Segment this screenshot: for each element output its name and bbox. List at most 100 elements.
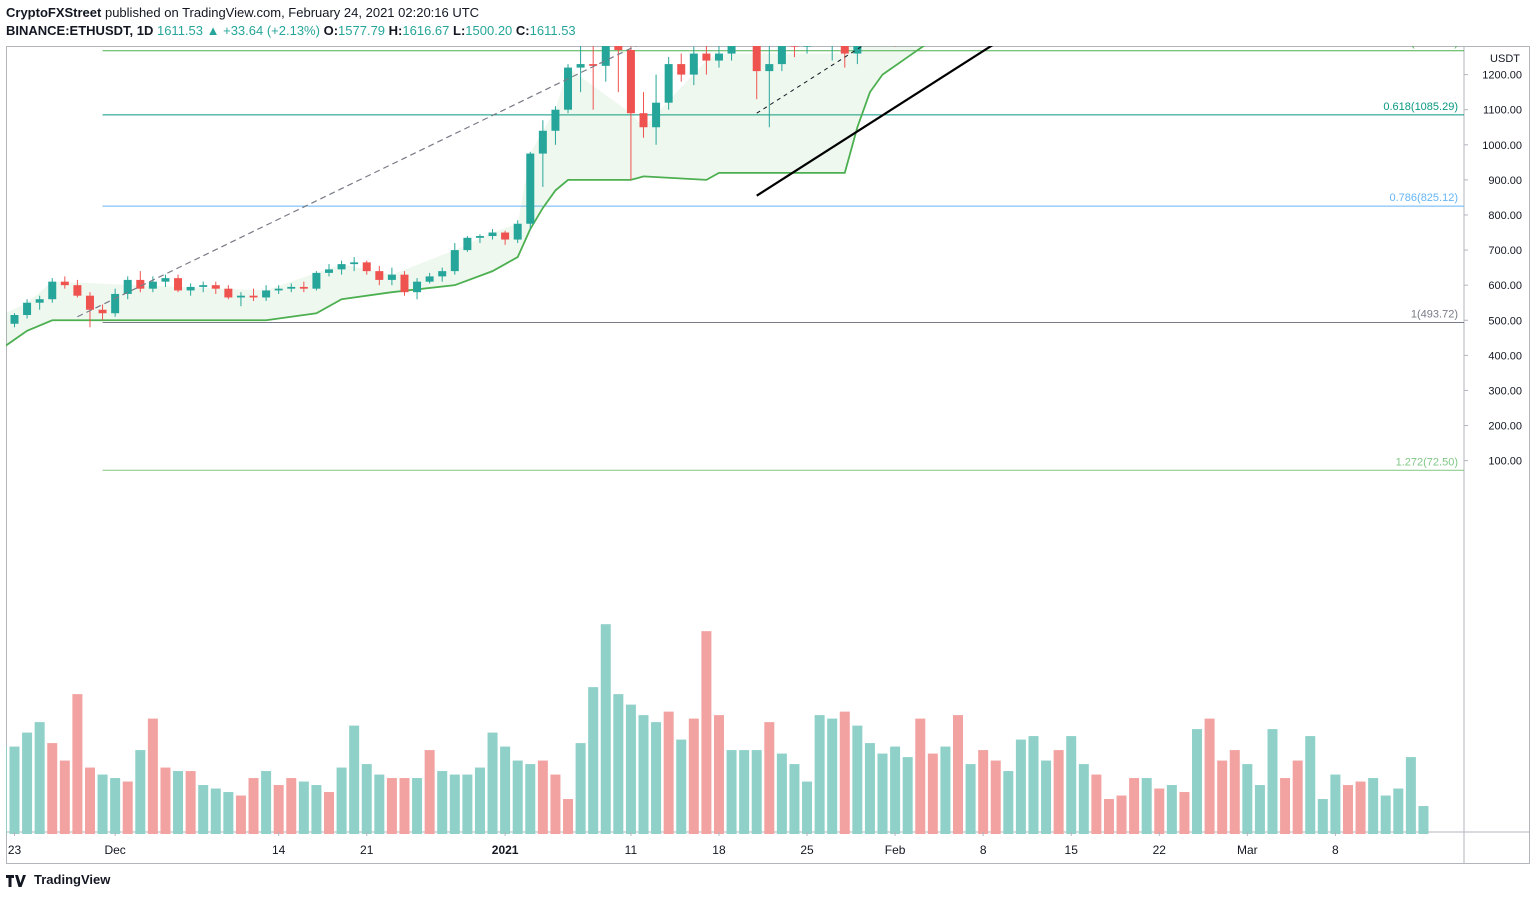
tradingview-brand[interactable]: TradingView bbox=[34, 872, 111, 887]
volume-bar bbox=[122, 781, 133, 834]
x-tick-label: Mar bbox=[1237, 843, 1258, 857]
candle-body bbox=[299, 286, 308, 289]
candle-body bbox=[10, 314, 19, 324]
volume-bar bbox=[600, 624, 611, 834]
volume-bar bbox=[374, 774, 385, 834]
volume-bar bbox=[399, 778, 410, 834]
volume-bar bbox=[273, 785, 284, 834]
candle-body bbox=[199, 285, 208, 287]
volume-bar bbox=[512, 760, 523, 834]
volume-bar bbox=[1380, 795, 1391, 834]
volume-bar bbox=[713, 715, 724, 834]
candle-body bbox=[136, 279, 145, 289]
candle-body bbox=[123, 279, 132, 294]
volume-bar bbox=[940, 746, 951, 834]
volume-bar bbox=[1078, 764, 1089, 834]
candle-body bbox=[375, 271, 384, 280]
volume-bar bbox=[210, 788, 221, 834]
volume-bar bbox=[625, 704, 636, 834]
volume-bar bbox=[701, 631, 712, 834]
x-tick-label: Feb bbox=[885, 843, 906, 857]
channel-upper-extension-dashed bbox=[77, 0, 732, 318]
published-text: published on TradingView.com, February 2… bbox=[101, 5, 480, 20]
volume-bar bbox=[386, 778, 397, 834]
candle-body bbox=[677, 64, 686, 75]
fib-level-label-1: 1(493.72) bbox=[1411, 308, 1458, 320]
volume-bar bbox=[1242, 764, 1253, 834]
volume-bar bbox=[915, 718, 926, 834]
high-value: 1616.67 bbox=[402, 23, 450, 38]
candle-body bbox=[664, 64, 673, 103]
volume-bar bbox=[361, 764, 372, 834]
candle-body bbox=[714, 53, 723, 61]
volume-bar bbox=[1154, 788, 1165, 834]
volume-bar bbox=[1405, 757, 1416, 834]
candle-body bbox=[60, 281, 69, 286]
x-tick-label: 23 bbox=[8, 843, 22, 857]
volume-bar bbox=[147, 718, 158, 834]
volume-bar bbox=[1317, 799, 1328, 834]
x-tick-label: 15 bbox=[1065, 843, 1079, 857]
volume-bar bbox=[890, 746, 901, 834]
x-tick-label: 11 bbox=[625, 843, 638, 857]
tradingview-logo-icon[interactable] bbox=[6, 873, 28, 887]
volume-bar bbox=[638, 715, 649, 834]
candle-body bbox=[23, 302, 32, 315]
trailing-stop-line bbox=[1, 0, 992, 350]
volume-bar bbox=[34, 722, 45, 834]
volume-bar bbox=[651, 722, 662, 834]
candle-body bbox=[287, 286, 296, 289]
volume-bar bbox=[1028, 736, 1039, 834]
volume-bar bbox=[1066, 736, 1077, 834]
candle-body bbox=[702, 53, 711, 61]
candle-body bbox=[689, 53, 698, 75]
y-tick-label: 400.00 bbox=[1488, 350, 1522, 362]
candle-body bbox=[161, 278, 170, 282]
footer: TradingView bbox=[6, 872, 110, 887]
volume-bar bbox=[739, 750, 750, 834]
y-tick-label: 300.00 bbox=[1488, 385, 1522, 397]
publish-line: CryptoFXStreet published on TradingView.… bbox=[6, 4, 576, 22]
volume-bar bbox=[424, 750, 435, 834]
x-tick-label: 8 bbox=[980, 843, 987, 857]
volume-bar bbox=[235, 795, 246, 834]
candle-body bbox=[387, 274, 396, 280]
high-label: H: bbox=[388, 23, 403, 38]
volume-bar bbox=[1342, 785, 1353, 834]
volume-bar bbox=[1292, 760, 1303, 834]
x-tick-label: 25 bbox=[800, 843, 814, 857]
volume-bar bbox=[726, 750, 737, 834]
publisher-name[interactable]: CryptoFXStreet bbox=[6, 5, 102, 20]
volume-bar bbox=[22, 732, 33, 834]
volume-bar bbox=[1141, 778, 1152, 834]
volume-bar bbox=[1015, 739, 1026, 834]
candle-body bbox=[262, 290, 271, 298]
volume-bar bbox=[1053, 750, 1064, 834]
y-tick-label: 900.00 bbox=[1488, 175, 1522, 187]
volume-bar bbox=[324, 792, 334, 834]
volume-bar bbox=[1041, 760, 1052, 834]
y-tick-label: 800.00 bbox=[1488, 210, 1522, 222]
candle-body bbox=[362, 262, 371, 272]
volume-bar bbox=[1091, 774, 1102, 834]
y-tick-label: 500.00 bbox=[1488, 315, 1522, 327]
volume-bar bbox=[588, 687, 599, 834]
volume-bar bbox=[500, 746, 511, 834]
candle-body bbox=[35, 299, 44, 303]
volume-bar bbox=[814, 715, 825, 834]
volume-bar bbox=[1129, 778, 1140, 834]
open-label: O: bbox=[323, 23, 339, 38]
candle-body bbox=[790, 36, 799, 47]
price-chart[interactable]: 0(2042.34)0.236(1676.87)0.382(1450.77)0.… bbox=[0, 0, 1530, 864]
candle-body bbox=[652, 102, 661, 128]
volume-bar bbox=[1254, 785, 1265, 834]
symbol-label[interactable]: BINANCE:ETHUSDT, 1D bbox=[6, 23, 154, 38]
volume-bar bbox=[349, 725, 360, 834]
candle-body bbox=[601, 43, 610, 66]
chart-area[interactable]: 0(2042.34)0.236(1676.87)0.382(1450.77)0.… bbox=[0, 0, 1530, 864]
x-tick-label: Dec bbox=[104, 843, 125, 857]
volume-bar bbox=[1229, 750, 1240, 834]
volume-bar bbox=[173, 771, 184, 834]
x-tick-label: 8 bbox=[1332, 843, 1339, 857]
volume-bar bbox=[110, 778, 121, 834]
